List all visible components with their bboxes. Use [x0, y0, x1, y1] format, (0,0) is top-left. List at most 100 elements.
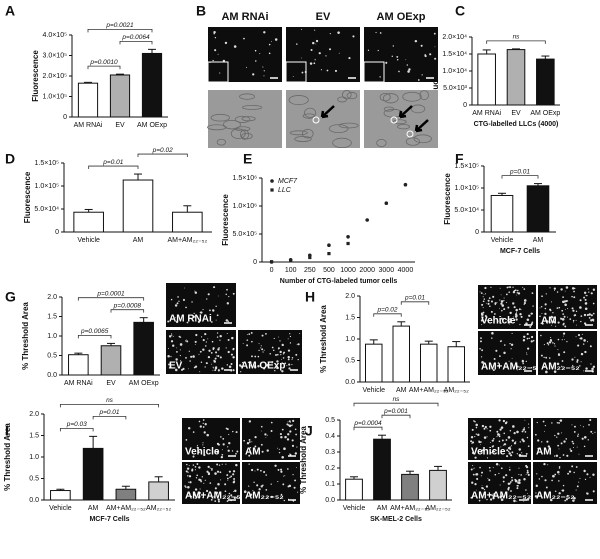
y-axis-label: % Threshold Area — [21, 302, 30, 370]
speck — [582, 343, 585, 345]
bar — [141, 52, 163, 118]
speck — [187, 485, 190, 489]
y-tick-label: 0.0 — [325, 497, 335, 504]
speck — [270, 40, 272, 42]
speck — [286, 438, 290, 441]
speck — [200, 480, 203, 483]
speck — [253, 481, 255, 484]
speck — [590, 314, 593, 317]
speck — [231, 336, 234, 340]
speck — [260, 443, 263, 446]
x-tick-label: Vehicle — [343, 505, 366, 512]
speck — [516, 292, 519, 294]
speck — [522, 428, 525, 431]
speck — [487, 477, 489, 479]
speck — [170, 298, 173, 301]
y-tick-label: 1.5 — [345, 314, 355, 321]
image-label: AM₂₂₋₅₂ — [541, 362, 580, 373]
speck — [245, 66, 247, 68]
speck — [592, 312, 595, 315]
speck — [489, 442, 491, 444]
speck — [287, 349, 291, 352]
x-tick-label: 250 — [304, 267, 316, 274]
speck — [505, 293, 508, 296]
speck — [590, 319, 593, 322]
speck — [492, 295, 495, 298]
panel-letter: I — [5, 423, 9, 439]
speck — [300, 57, 302, 59]
speck — [171, 333, 173, 335]
speck — [581, 333, 583, 335]
speck — [257, 355, 260, 358]
speck — [193, 493, 196, 496]
speck — [513, 442, 517, 445]
speck — [499, 287, 501, 289]
speck — [527, 347, 530, 350]
speck — [516, 487, 519, 490]
speck — [198, 420, 201, 423]
x-axis-label: MCF-7 Cells — [89, 516, 129, 523]
speck — [472, 468, 474, 470]
point — [365, 218, 369, 222]
speck — [566, 300, 569, 302]
cell — [383, 106, 395, 112]
speck — [379, 32, 382, 34]
speck — [510, 454, 513, 457]
speck — [297, 358, 299, 361]
speck — [498, 364, 501, 367]
speck — [188, 481, 190, 483]
speck — [583, 469, 586, 473]
speck — [551, 479, 553, 482]
y-tick-label: 1.0×10⁶ — [233, 203, 258, 210]
y-tick-label: 0.0 — [47, 372, 57, 379]
speck — [222, 437, 225, 440]
y-tick-label: 1.5×10⁵ — [454, 163, 479, 170]
speck — [530, 335, 534, 339]
speck — [475, 473, 478, 476]
x-tick-label: 4000 — [398, 267, 414, 274]
speck — [254, 436, 257, 439]
panel-letter: B — [196, 3, 206, 19]
speck — [589, 345, 592, 348]
speck — [572, 442, 575, 445]
speck — [185, 470, 188, 473]
speck — [482, 487, 484, 490]
speck — [193, 312, 195, 314]
speck — [489, 493, 492, 496]
speck — [513, 431, 516, 435]
panel-letter: A — [5, 3, 15, 19]
speck — [295, 466, 297, 468]
speck — [493, 450, 496, 453]
speck — [291, 444, 295, 447]
speck — [522, 440, 525, 443]
speck — [215, 305, 217, 308]
speck — [224, 483, 227, 486]
speck — [573, 321, 575, 323]
speck — [544, 424, 547, 427]
x-axis-label: SK-MEL-2 Cells — [370, 516, 422, 523]
speck — [199, 466, 201, 468]
speck — [538, 447, 541, 450]
speck — [520, 315, 523, 318]
x-tick-label: EV — [106, 380, 116, 387]
speck — [480, 337, 482, 340]
speck — [497, 433, 500, 436]
speck — [490, 452, 492, 454]
speck — [310, 48, 313, 52]
speck — [225, 319, 228, 322]
speck — [292, 75, 294, 77]
significance-bracket — [501, 175, 539, 179]
speck — [509, 318, 512, 321]
panel-letter: J — [305, 423, 313, 439]
speck — [180, 368, 184, 371]
speck — [217, 498, 220, 501]
speck — [224, 41, 228, 45]
speck — [523, 301, 526, 305]
speck — [543, 344, 545, 346]
speck — [375, 31, 377, 34]
cell — [207, 124, 227, 131]
speck — [563, 322, 565, 325]
speck — [338, 52, 340, 54]
speck — [222, 443, 225, 446]
speck — [486, 428, 488, 430]
